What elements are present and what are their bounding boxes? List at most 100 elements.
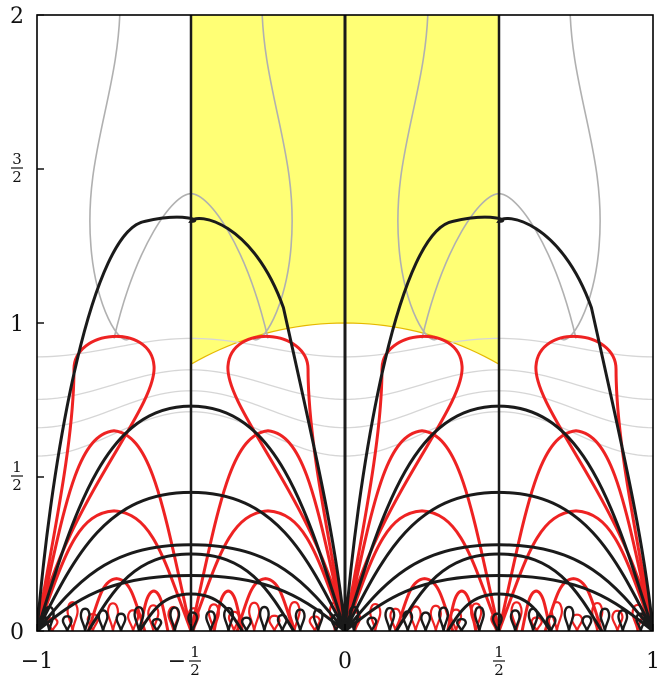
black-small-loop [635,612,647,631]
black-small-loop [330,613,342,631]
gray-curve [252,15,293,341]
black-small-loop [527,607,539,631]
x-tick-label: −1 [21,649,53,674]
black-small-loop [294,608,306,631]
tick-label-denominator: 2 [494,661,504,679]
black-small-loop [79,607,91,631]
tick-label-text: −1 [21,649,53,674]
x-tick-label: 1 [646,649,660,674]
black-small-loop [169,606,181,631]
black-small-loop [581,615,593,631]
tick-label-text: 1 [10,312,24,337]
x-tick-label: −12 [168,643,201,679]
y-tick-label: 2 [10,4,24,29]
tick-label-denominator: 2 [190,661,200,679]
tick-label-text: 2 [10,4,24,29]
black-small-loop [366,616,378,631]
gray-curve [89,15,130,341]
black-small-loop [61,615,73,631]
red-lobe [343,509,501,631]
black-arch [395,552,603,631]
black-small-loop [473,606,485,631]
black-small-loop [563,605,575,631]
tick-label-sign: − [168,649,186,674]
red-lobe [394,577,455,631]
red-lobe [520,589,552,631]
y-tick-label: 12 [11,458,23,494]
red-lobe [497,429,653,631]
x-tick-label: 0 [338,649,352,674]
red-lobe [37,509,193,631]
black-arch [446,592,552,631]
red-loop [343,334,464,631]
red-small-loop [449,608,463,631]
tick-label-numerator: 1 [12,458,22,476]
black-small-loop [312,608,324,631]
black-small-loop [438,606,450,631]
y-tick-label: 1 [10,312,24,337]
red-small-loop [288,601,301,631]
black-arch [87,552,295,631]
tick-label-numerator: 3 [12,150,22,168]
black-arch [37,215,347,631]
red-small-loop [207,603,220,631]
black-small-loop [258,605,270,631]
red-lobe [235,577,296,631]
black-small-loop [187,611,199,631]
black-small-loop [384,606,396,631]
black-small-loop [509,609,521,631]
black-small-loop [43,605,55,631]
tick-label-numerator: 1 [494,643,504,661]
red-small-loop [86,612,99,631]
red-lobe [343,429,501,631]
red-lobe [189,509,347,631]
black-arch [37,490,347,631]
black-arch [343,215,653,631]
black-arch [37,404,347,631]
gray-curve [397,15,438,341]
black-small-loop [151,617,163,631]
black-small-loop [456,617,467,631]
black-small-loop [223,606,234,631]
tick-label-denominator: 2 [12,168,22,186]
black-small-loop [402,610,414,631]
black-small-loop [599,607,611,631]
x-tick-label: 12 [493,643,505,679]
red-lobe [37,429,193,631]
red-lobe [189,429,347,631]
gray-curve [560,15,601,341]
red-loop [534,334,653,631]
black-small-loop [491,612,503,631]
black-arch [37,574,346,631]
black-arch [343,490,653,631]
tick-label-numerator: 1 [190,643,200,661]
tick-label-denominator: 2 [12,476,22,494]
black-arch [343,404,653,631]
red-small-loop [611,609,624,631]
black-small-loop [115,612,127,631]
black-small-loop [97,609,109,631]
red-small-loop [248,601,261,631]
black-small-loop [348,605,360,631]
red-small-loop [570,613,584,631]
tick-label-text: 1 [646,649,660,674]
tick-label-text: 0 [338,649,352,674]
black-small-loop [133,606,145,631]
y-tick-label: 0 [10,620,24,645]
red-small-loop [470,602,483,631]
black-small-loop [545,615,557,631]
black-arch [138,592,244,631]
black-arch [37,543,347,631]
black-arch [344,574,653,631]
red-lobe [497,509,653,631]
red-loop [226,334,347,631]
black-small-loop [420,611,432,631]
red-loop [37,334,156,631]
y-tick-label: 32 [11,150,23,186]
black-small-loop [205,610,217,631]
tick-label-text: 0 [10,620,24,645]
black-small-loop [276,613,288,631]
black-arch [343,543,653,631]
black-small-loop [617,609,629,631]
